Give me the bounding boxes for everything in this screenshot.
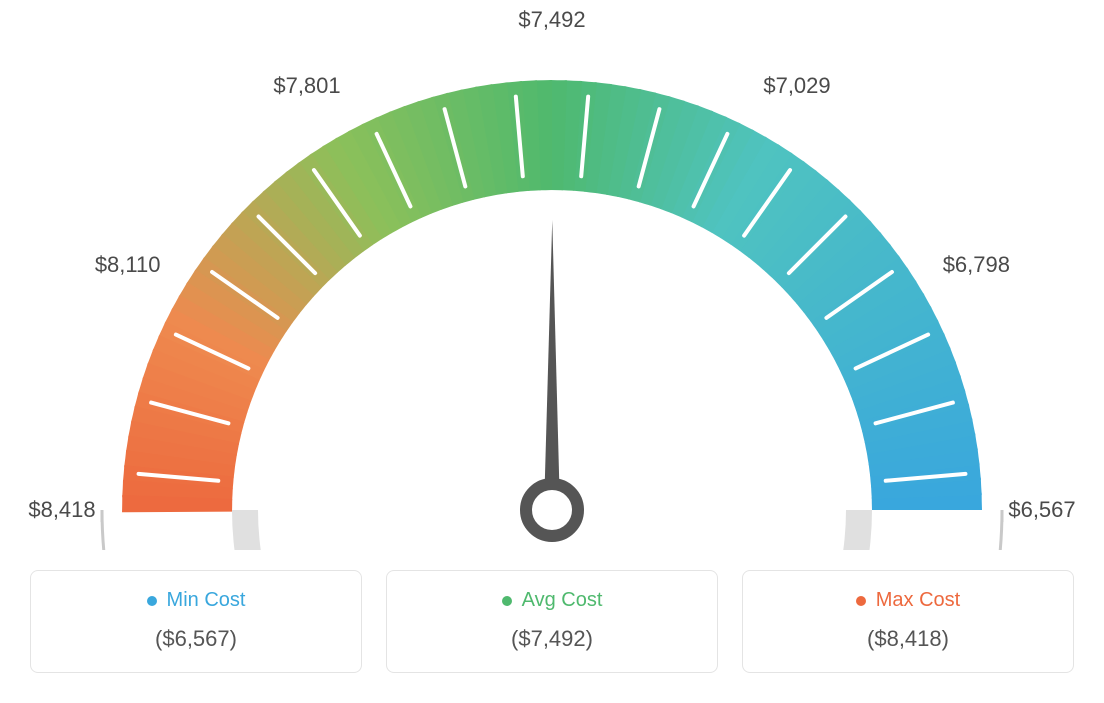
avg-cost-title-row: Avg Cost [411,589,693,612]
avg-cost-card: Avg Cost ($7,492) [386,570,718,673]
min-cost-title: Min Cost [167,589,246,612]
avg-cost-value: ($7,492) [411,626,693,652]
min-cost-title-row: Min Cost [55,589,337,612]
max-cost-title: Max Cost [876,589,960,612]
gauge-tick-label: $7,492 [518,7,585,33]
max-cost-title-row: Max Cost [767,589,1049,612]
min-cost-card: Min Cost ($6,567) [30,570,362,673]
max-cost-dot-icon [856,596,866,606]
min-cost-value: ($6,567) [55,626,337,652]
avg-cost-title: Avg Cost [522,589,603,612]
gauge-tick-label: $7,801 [273,73,340,99]
gauge-tick-label: $8,110 [95,252,161,278]
max-cost-card: Max Cost ($8,418) [742,570,1074,673]
cost-gauge: $6,567$6,798$7,029$7,492$7,801$8,110$8,4… [30,30,1074,550]
gauge-tick-label: $6,798 [943,252,1010,278]
summary-cards: Min Cost ($6,567) Avg Cost ($7,492) Max … [30,570,1074,673]
max-cost-value: ($8,418) [767,626,1049,652]
gauge-tick-label: $6,567 [1008,497,1075,523]
gauge-tick-label: $7,029 [763,73,830,99]
gauge-tick-label: $8,418 [28,497,95,523]
gauge-svg [30,30,1074,550]
avg-cost-dot-icon [502,596,512,606]
min-cost-dot-icon [147,596,157,606]
gauge-hub-icon [526,484,578,536]
